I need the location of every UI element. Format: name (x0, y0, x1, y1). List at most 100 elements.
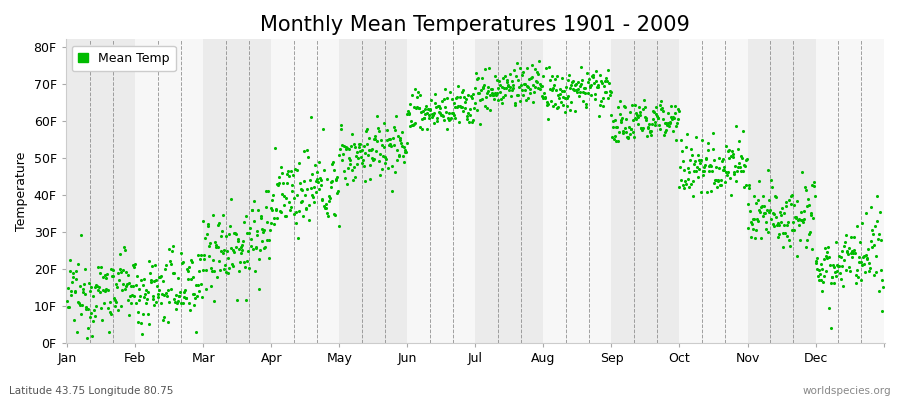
Point (754, 204, 769, 210)
Point (478, 66, 492, 72)
Point (190, 282, 204, 288)
Point (86, 307, 101, 314)
Point (475, 96, 490, 102)
Point (131, 309, 146, 315)
Point (239, 257, 254, 264)
Point (672, 184, 687, 190)
Point (176, 300, 191, 306)
Point (570, 89, 584, 95)
Text: Latitude 43.75 Longitude 80.75: Latitude 43.75 Longitude 80.75 (9, 386, 174, 396)
Point (804, 210, 818, 217)
Point (742, 185, 757, 192)
Point (467, 85, 482, 91)
Point (646, 116, 661, 122)
Point (219, 269, 233, 275)
Point (596, 95, 610, 101)
Point (158, 266, 172, 272)
Point (331, 223, 346, 230)
Point (78, 304, 93, 310)
Point (814, 261, 828, 268)
Point (652, 126, 667, 132)
Point (82, 280, 96, 286)
Point (436, 113, 450, 119)
Point (770, 222, 784, 228)
Point (73, 283, 87, 289)
Point (671, 108, 686, 114)
Point (599, 75, 614, 81)
Point (346, 177, 360, 183)
Point (116, 280, 130, 287)
Point (553, 86, 567, 92)
Point (158, 262, 173, 269)
Point (107, 297, 122, 304)
Point (552, 94, 566, 101)
Point (182, 264, 196, 270)
Point (292, 180, 307, 186)
Point (351, 144, 365, 150)
Point (544, 73, 559, 79)
Point (488, 73, 502, 80)
Point (730, 168, 744, 174)
Legend: Mean Temp: Mean Temp (72, 46, 176, 71)
Point (284, 182, 299, 188)
Point (427, 120, 441, 126)
Point (276, 180, 291, 186)
Point (170, 300, 184, 306)
Point (143, 269, 157, 276)
Point (236, 238, 250, 244)
Point (186, 274, 201, 281)
Point (771, 231, 786, 237)
Point (431, 108, 446, 115)
Point (699, 155, 714, 161)
Point (378, 154, 392, 161)
Point (500, 79, 515, 85)
Point (787, 202, 801, 208)
Point (301, 154, 315, 160)
Point (686, 193, 700, 199)
Point (662, 123, 676, 129)
Point (604, 112, 618, 118)
Point (757, 210, 771, 217)
Point (370, 112, 384, 119)
Point (775, 205, 789, 212)
Point (647, 109, 662, 116)
Point (868, 223, 882, 229)
Point (572, 86, 586, 93)
Point (831, 262, 845, 269)
Point (120, 281, 134, 288)
Point (706, 146, 720, 152)
Point (769, 194, 783, 200)
Point (240, 230, 255, 236)
Point (368, 136, 382, 142)
Point (483, 106, 498, 113)
Point (477, 82, 491, 89)
Point (758, 210, 772, 216)
Point (572, 93, 586, 100)
Point (306, 193, 320, 200)
Point (848, 249, 862, 256)
Point (663, 120, 678, 126)
Point (538, 93, 553, 100)
Point (700, 189, 715, 196)
Point (543, 86, 557, 92)
Point (297, 178, 311, 184)
Point (765, 184, 779, 190)
Point (712, 164, 726, 171)
Point (234, 250, 248, 256)
Point (247, 218, 261, 224)
Point (164, 286, 178, 292)
Point (776, 230, 790, 236)
Point (372, 128, 386, 134)
Point (275, 170, 290, 176)
Point (475, 84, 490, 90)
Point (193, 288, 207, 294)
Point (398, 149, 412, 156)
Point (468, 100, 482, 107)
Bar (68, 39, 135, 343)
Point (510, 60, 525, 66)
Point (543, 77, 557, 83)
Point (875, 308, 889, 314)
Point (175, 260, 189, 266)
Point (374, 172, 388, 178)
Point (339, 181, 354, 187)
